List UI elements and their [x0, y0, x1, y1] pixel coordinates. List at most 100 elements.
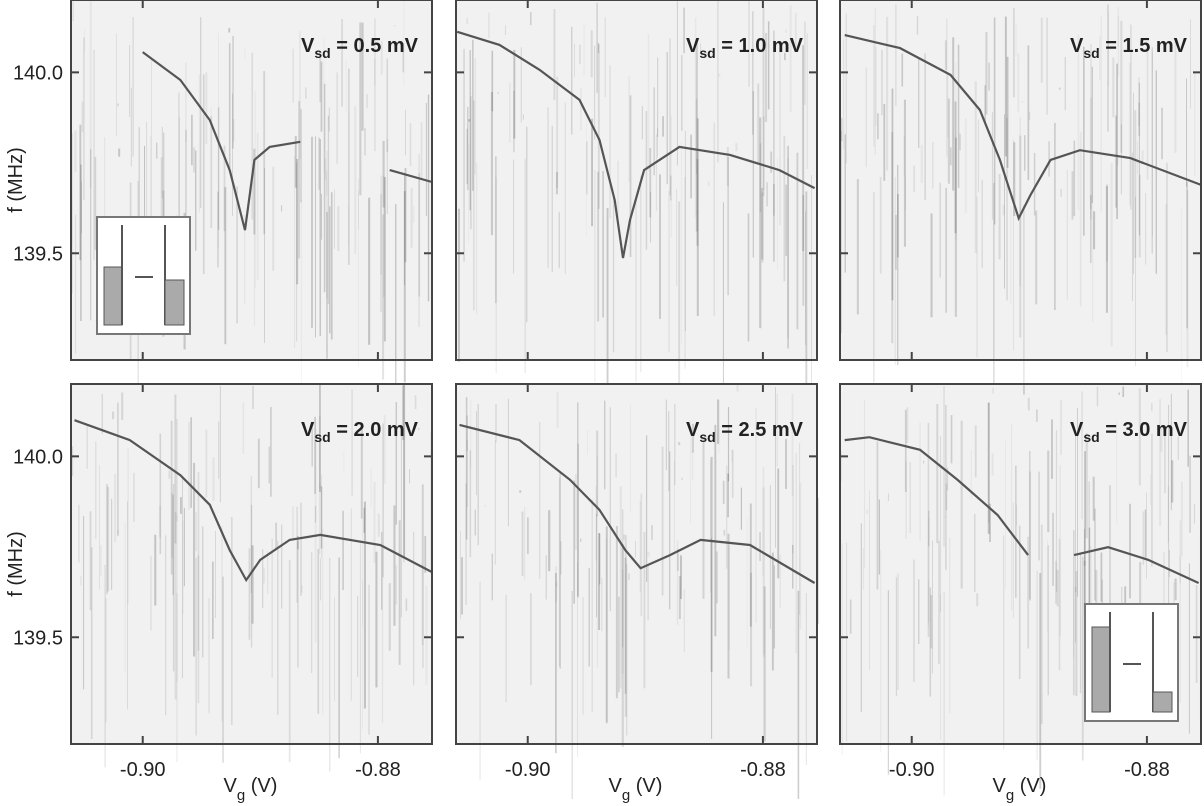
- noise-stripe: [114, 474, 117, 543]
- noise-stripe: [860, 523, 862, 712]
- noise-stripe: [490, 92, 493, 236]
- noise-stripe: [791, 394, 794, 497]
- noise-stripe: [393, 505, 396, 626]
- noise-stripe: [479, 581, 481, 781]
- noise-stripe: [236, 186, 238, 324]
- noise-stripe: [224, 187, 227, 345]
- panel-annotation: Vsd = 3.0 mV: [1070, 419, 1188, 445]
- noise-stripe: [805, 211, 806, 345]
- resonance-curve: [74, 419, 433, 583]
- noise-stripe: [403, 384, 406, 559]
- noise-stripe: [1129, 503, 1131, 599]
- noise-stripe: [676, 540, 679, 625]
- noise-stripe: [359, 22, 362, 196]
- noise-stripe: [1002, 204, 1005, 216]
- noise-stripe: [74, 130, 77, 173]
- noise-stripe: [597, 42, 600, 54]
- noise-stripe: [80, 575, 82, 586]
- noise-stripe: [144, 145, 145, 245]
- annotation-subscript: sd: [314, 45, 330, 61]
- noise-stripe: [329, 557, 331, 772]
- annotation-symbol: V: [301, 419, 315, 441]
- noise-stripe: [551, 125, 553, 272]
- noise-stripe: [320, 558, 322, 601]
- noise-stripe: [795, 12, 797, 49]
- noise-stripe: [878, 499, 880, 575]
- noise-stripe: [690, 420, 691, 525]
- noise-stripe: [599, 533, 601, 585]
- noise-stripe: [79, 124, 82, 261]
- noise-stripe: [946, 18, 948, 157]
- panel-frame: [70, 383, 433, 745]
- noise-stripe: [422, 483, 424, 669]
- noise-stripe: [714, 424, 717, 637]
- noise-stripe: [1161, 107, 1163, 160]
- noise-stripe: [762, 8, 765, 197]
- noise-stripe: [250, 476, 252, 594]
- noise-stripe: [580, 87, 582, 131]
- noise-stripe: [212, 457, 215, 501]
- annotation-subscript: sd: [1083, 429, 1099, 445]
- noise-stripe: [222, 576, 224, 763]
- noise-stripe: [322, 529, 324, 716]
- noise-stripe: [90, 547, 93, 739]
- noise-stripe: [678, 576, 681, 619]
- noise-stripe: [1055, 430, 1058, 593]
- noise-stripe: [713, 122, 716, 316]
- noise-stripe: [425, 103, 427, 217]
- noise-stripe: [395, 204, 397, 384]
- noise-stripe: [647, 565, 649, 621]
- noise-stripe: [947, 74, 949, 138]
- noise-stripe: [895, 4, 897, 106]
- noise-stripe: [221, 526, 223, 722]
- noise-stripe: [395, 402, 397, 525]
- noise-stripe: [558, 212, 560, 269]
- noise-stripe: [586, 115, 587, 237]
- noise-stripe: [127, 501, 128, 710]
- noise-stripe: [759, 532, 761, 561]
- noise-stripe: [288, 559, 291, 763]
- noise-stripe: [217, 107, 220, 230]
- noise-stripe: [1168, 404, 1170, 613]
- noise-stripe: [1091, 66, 1093, 203]
- noise-stripe: [602, 171, 604, 318]
- noise-stripe: [723, 529, 726, 536]
- noise-stripe: [1094, 508, 1096, 601]
- noise-stripe: [267, 551, 269, 594]
- noise-stripe: [579, 44, 581, 65]
- noise-stripe: [677, 549, 679, 571]
- noise-stripe: [559, 472, 561, 669]
- noise-stripe: [646, 435, 648, 582]
- noise-stripe: [897, 573, 899, 690]
- noise-stripe: [1105, 185, 1108, 313]
- noise-stripe: [159, 433, 162, 554]
- noise-stripe: [881, 49, 883, 116]
- noise-stripe: [615, 453, 617, 478]
- noise-stripe: [1170, 393, 1172, 511]
- noise-stripe: [513, 49, 516, 139]
- noise-stripe: [763, 487, 765, 655]
- noise-stripe: [755, 407, 757, 623]
- noise-stripe: [1117, 16, 1120, 77]
- noise-stripe: [405, 109, 406, 156]
- noise-stripe: [368, 584, 370, 735]
- noise-stripe: [1079, 552, 1082, 694]
- noise-stripe: [1151, 47, 1153, 254]
- panel-frame: [839, 0, 1202, 361]
- noise-stripe: [787, 158, 789, 339]
- noise-stripe: [200, 17, 202, 208]
- noise-stripe: [1108, 11, 1109, 87]
- y-tick-label: 139.5: [13, 243, 63, 265]
- noise-stripe: [702, 438, 705, 599]
- noise-stripe: [1029, 471, 1031, 601]
- noise-stripe: [72, 1, 74, 22]
- noise-stripe: [594, 170, 596, 382]
- noise-stripe: [242, 402, 245, 454]
- noise-stripe: [1138, 77, 1140, 126]
- noise-stripe: [354, 106, 357, 255]
- noise-stripe: [311, 136, 313, 328]
- noise-stripe: [746, 517, 748, 649]
- noise-stripe: [981, 179, 983, 269]
- noise-stripe: [596, 430, 599, 517]
- noise-stripe: [887, 493, 889, 501]
